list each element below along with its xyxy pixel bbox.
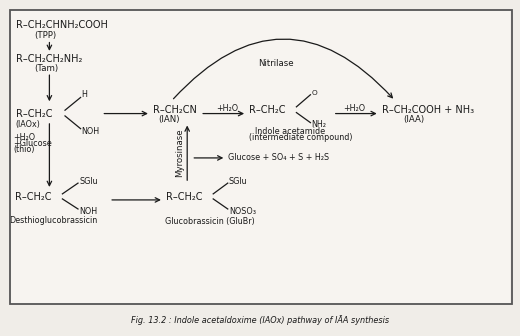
Text: +Glucose: +Glucose bbox=[13, 139, 52, 148]
Text: NOH: NOH bbox=[79, 207, 97, 216]
Text: R–CH₂CN: R–CH₂CN bbox=[153, 105, 197, 115]
Text: (Tam): (Tam) bbox=[34, 65, 58, 73]
Text: (thio): (thio) bbox=[13, 145, 34, 154]
Text: (IAA): (IAA) bbox=[403, 115, 424, 124]
Text: Glucose + SO₄ + S + H₂S: Glucose + SO₄ + S + H₂S bbox=[228, 154, 329, 162]
Text: Desthioglucobrassicin: Desthioglucobrassicin bbox=[9, 216, 98, 224]
Text: +H₂O: +H₂O bbox=[13, 133, 35, 142]
Text: R–CH₂C: R–CH₂C bbox=[16, 109, 52, 119]
Text: NOSO₃: NOSO₃ bbox=[229, 207, 256, 216]
Text: H: H bbox=[82, 90, 87, 99]
Text: +H₂O: +H₂O bbox=[343, 104, 366, 113]
Text: Fig. 13.2 : Indole acetaldoxime (IAOx) pathway of IĀA synthesis: Fig. 13.2 : Indole acetaldoxime (IAOx) p… bbox=[131, 315, 389, 325]
Text: R–CH₂C: R–CH₂C bbox=[249, 105, 285, 115]
Text: SGlu: SGlu bbox=[229, 177, 248, 186]
Text: (IAN): (IAN) bbox=[159, 115, 180, 124]
Text: R–CH₂C: R–CH₂C bbox=[166, 192, 203, 202]
Text: R–CH₂CHNH₂COOH: R–CH₂CHNH₂COOH bbox=[16, 20, 108, 30]
Text: (intermediate compound): (intermediate compound) bbox=[249, 133, 352, 141]
FancyBboxPatch shape bbox=[10, 10, 510, 304]
Text: R–CH₂COOH + NH₃: R–CH₂COOH + NH₃ bbox=[382, 105, 474, 115]
Text: Indole acetamide: Indole acetamide bbox=[255, 127, 325, 135]
Text: R–CH₂C: R–CH₂C bbox=[15, 192, 51, 202]
Text: O: O bbox=[311, 90, 317, 96]
Text: R–CH₂CH₂NH₂: R–CH₂CH₂NH₂ bbox=[16, 54, 82, 64]
Text: SGlu: SGlu bbox=[79, 177, 98, 186]
Text: NH₂: NH₂ bbox=[311, 121, 327, 129]
Text: (IAOx): (IAOx) bbox=[16, 120, 41, 129]
Text: NOH: NOH bbox=[82, 127, 100, 135]
Text: Nitrilase: Nitrilase bbox=[258, 59, 293, 68]
Text: (TPP): (TPP) bbox=[34, 32, 56, 40]
Text: Glucobrassicin (GluBr): Glucobrassicin (GluBr) bbox=[165, 217, 255, 225]
Text: Myrosinase: Myrosinase bbox=[175, 129, 184, 177]
Text: +H₂O: +H₂O bbox=[216, 104, 238, 113]
